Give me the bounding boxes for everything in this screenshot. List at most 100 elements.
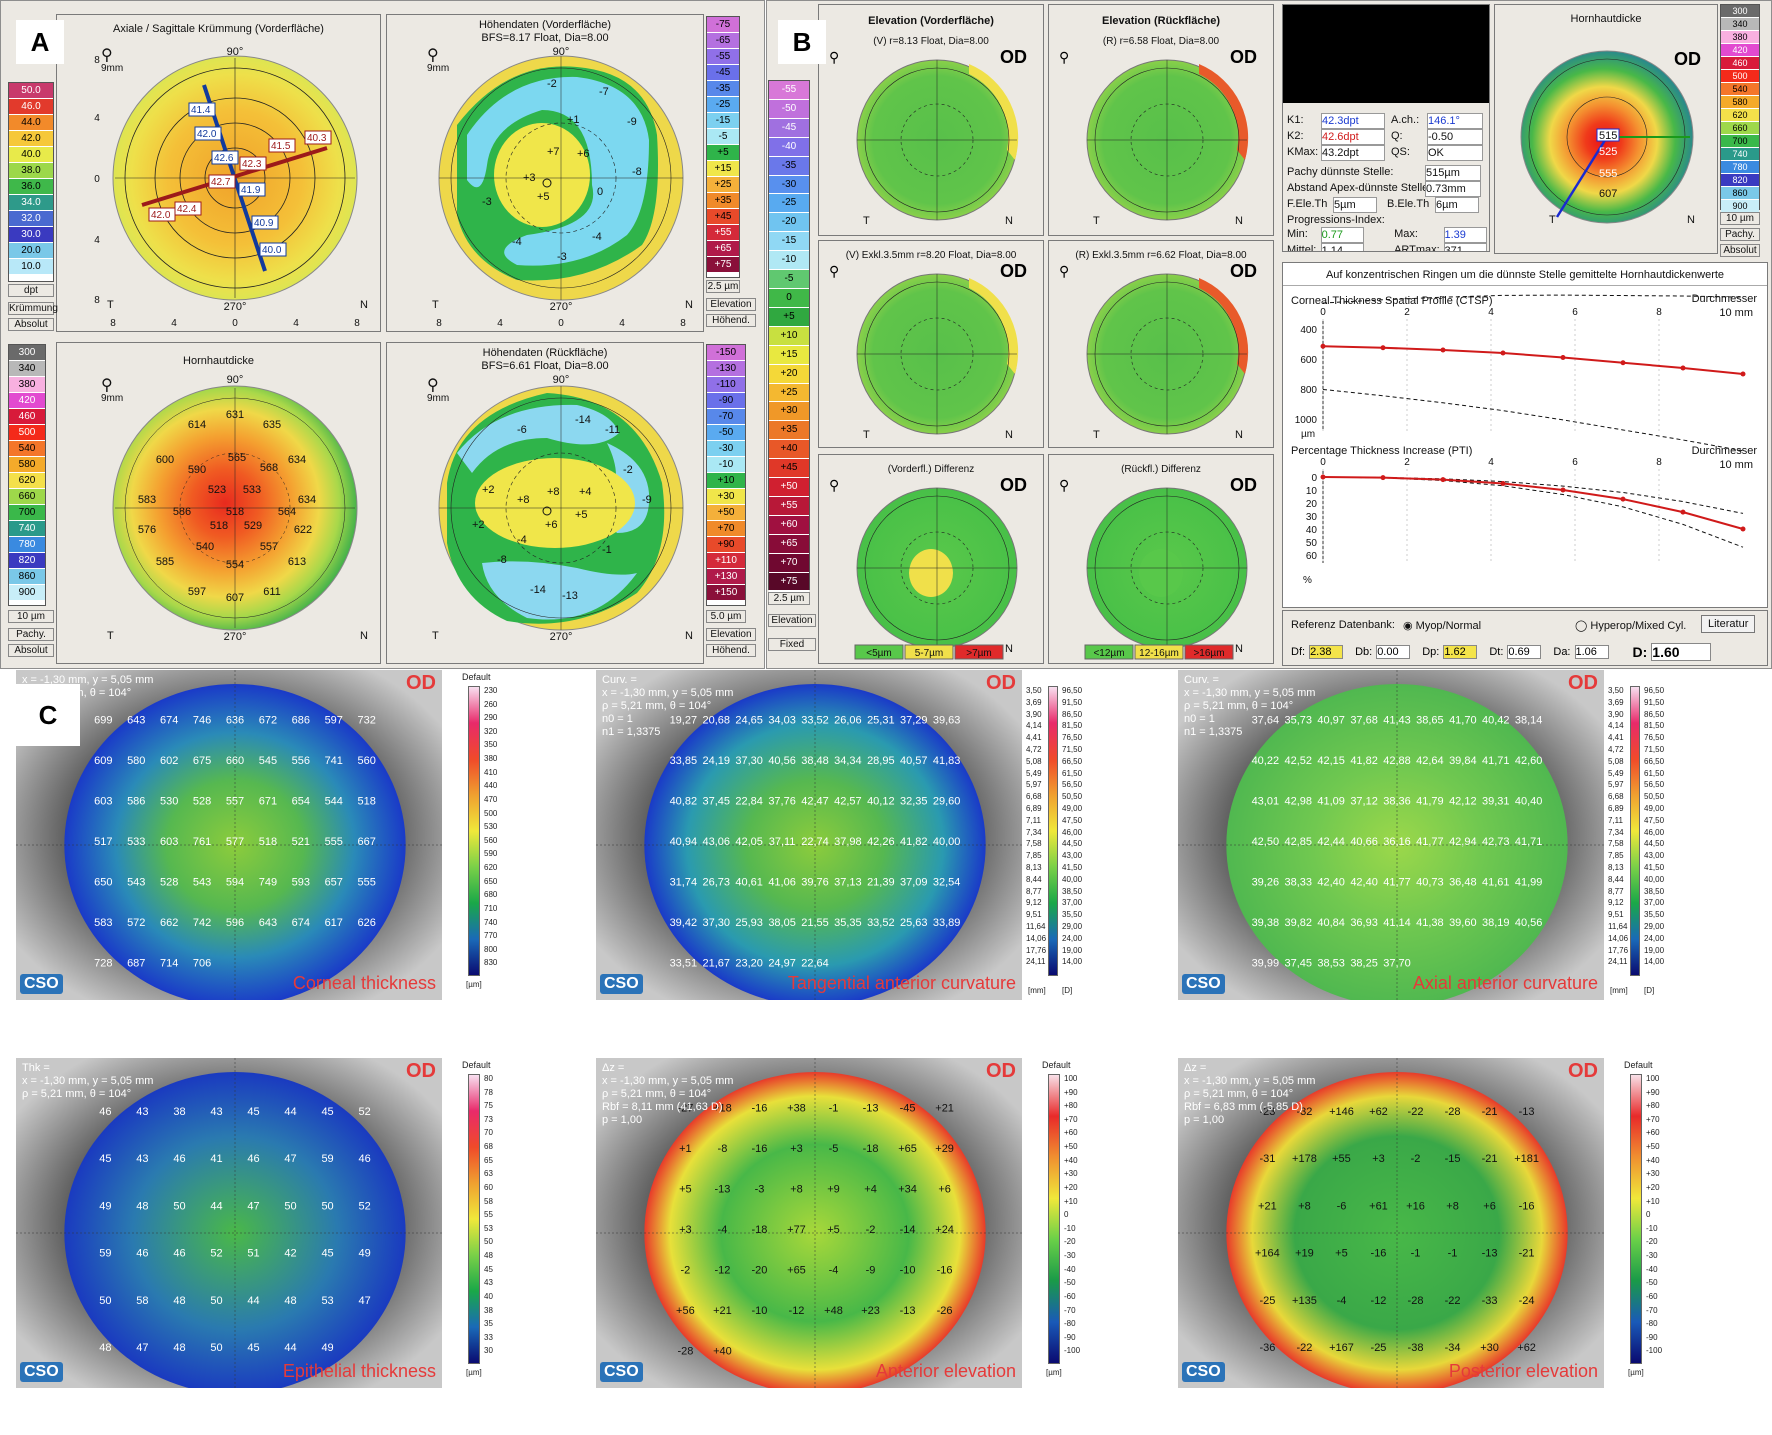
axis-tick: 0	[94, 174, 100, 185]
map-value: -14	[900, 1224, 916, 1236]
map-value: 21,55	[801, 917, 829, 929]
info-line: n0 = 1	[602, 713, 633, 725]
scale-step: -55	[769, 81, 809, 100]
curv-value: 41.4	[191, 105, 211, 116]
bar-tick-d: 38,50	[1062, 886, 1083, 896]
zoom-icon[interactable]: ⚲	[829, 49, 840, 65]
axis-tick: 8	[110, 318, 116, 329]
map-value: 19,27	[670, 715, 698, 727]
y-tick: 30	[1306, 512, 1318, 523]
back-elevation-scale: -150 -130 -110 -90 -70 -50 -30 -10 +10 +…	[706, 344, 746, 606]
svg-text:-4: -4	[592, 231, 602, 243]
bar-tick: +40	[1646, 1155, 1660, 1165]
ctsp-point	[1620, 360, 1626, 366]
zoom-icon[interactable]: ⚲	[427, 377, 439, 394]
curv-value: 42.0	[151, 210, 171, 221]
map-value: 671	[259, 796, 277, 808]
hyperop-radio[interactable]: ◯ Hyperop/Mixed Cyl.	[1575, 620, 1687, 632]
zoom-icon[interactable]: ⚲	[101, 377, 113, 394]
map-value: 42,44	[1317, 836, 1345, 848]
bar-tick-mm: 4,72	[1026, 745, 1042, 754]
bar-tick-d: 76,50	[1062, 733, 1083, 743]
map-value: 24,97	[768, 957, 796, 969]
map-value: 42,94	[1449, 836, 1477, 848]
od-label: OD	[406, 672, 436, 694]
scale-step: 780	[1721, 161, 1759, 174]
pachymetry-map: Hornhautdicke 614 631 635 600 565 568 63…	[56, 342, 381, 664]
scale-step: 0	[769, 288, 809, 308]
c-map-post: -23 -32 +146 +62 -22 -28 -21 -13 -31 +178 +55 +3 -2 -…	[1178, 1058, 1604, 1388]
bar-tick: 38	[484, 1305, 493, 1315]
bar-tick: 410	[484, 767, 498, 777]
od-label: OD	[1000, 475, 1027, 495]
map-value: -4	[1337, 1295, 1347, 1307]
c-map-thick: 699 643 674 746 636 672 686 597 732 609 580 602 675 6…	[16, 670, 442, 1000]
zoom-icon[interactable]: ⚲	[1059, 477, 1070, 493]
literatur-button[interactable]: Literatur	[1701, 615, 1756, 633]
pachy-value: 529	[244, 520, 262, 532]
pachy-value: 597	[188, 586, 206, 598]
map-value: -38	[1408, 1342, 1424, 1354]
map-value: -31	[1259, 1153, 1275, 1165]
bar-tick: -70	[1646, 1305, 1658, 1315]
map-value: +61	[1369, 1200, 1388, 1212]
bar-tick: 680	[484, 890, 498, 900]
zoom-icon[interactable]: ⚲	[427, 47, 439, 64]
pachy-value: 585	[156, 556, 174, 568]
map-value: 50	[321, 1200, 333, 1212]
scale-step: +55	[707, 225, 739, 241]
b-elevation-map-5: (Rückfl.) DifferenzOD⚲TN<12µm12-16µm>16µ…	[1048, 454, 1274, 664]
scale-step: +5	[707, 145, 739, 161]
curv-value: 41.5	[271, 141, 291, 152]
scale-step: 380	[1721, 31, 1759, 44]
scale-step: -15	[769, 232, 809, 252]
bar-tick-d: 71,50	[1644, 745, 1665, 754]
zoom-icon[interactable]: ⚲	[1059, 49, 1070, 65]
bar-tick-d: 81,50	[1644, 721, 1665, 731]
temporal-label: T	[1093, 215, 1100, 227]
min-label: Min:	[1287, 228, 1308, 240]
temporal-label: T	[432, 299, 439, 311]
map-value: 41,43	[1383, 715, 1411, 727]
bar-tick-d: 38,50	[1644, 886, 1665, 896]
bar-tick-mm: 7,11	[1026, 815, 1041, 825]
bar-tick-mm: 8,77	[1608, 886, 1624, 896]
curv-value: 42.4	[177, 204, 197, 215]
zoom-icon[interactable]: ⚲	[829, 477, 840, 493]
map-value: 594	[226, 876, 244, 888]
zoom-icon[interactable]: ⚲	[1059, 263, 1070, 279]
scale-step: -5	[769, 270, 809, 289]
bar-tick-mm: 8,13	[1026, 863, 1042, 872]
axis-tick: 4	[619, 318, 625, 329]
default-label: Default	[1624, 1060, 1653, 1070]
scale-type: Elevation	[706, 298, 756, 311]
bar-tick: -60	[1064, 1291, 1076, 1301]
map-value: -10	[752, 1305, 768, 1317]
c-map-ant: -27 +18 -16 +38 -1 -13 -45 +21 +1 -8 -16 +3 -5 -18 +65…	[596, 1058, 1022, 1388]
bar-tick-mm: 7,11	[1608, 815, 1623, 825]
zoom-icon[interactable]: ⚲	[101, 47, 113, 64]
bar-tick: +10	[1646, 1196, 1660, 1206]
map-value: 53	[321, 1295, 333, 1307]
od-label: OD	[1674, 49, 1701, 69]
scale-step: 300	[9, 345, 45, 361]
bar-unit-mm: [mm]	[1610, 986, 1628, 995]
myop-radio[interactable]: ◉ Myop/Normal	[1403, 620, 1482, 632]
bar-tick: 73	[484, 1114, 493, 1124]
bar-tick: 620	[484, 863, 498, 873]
bar-tick-mm: 8,44	[1608, 874, 1624, 884]
bar-tick: -30	[1064, 1251, 1076, 1261]
map-value: 22,74	[801, 836, 829, 848]
map-subtitle: BFS=6.61 Float, Dia=8.00	[481, 360, 609, 372]
zoom-icon[interactable]: ⚲	[829, 263, 840, 279]
map-value: 518	[259, 836, 277, 848]
bar-tick-d: 46,00	[1644, 827, 1665, 837]
map-value: 33,52	[801, 715, 829, 727]
map-value: 41,61	[1482, 876, 1510, 888]
map-value: +34	[898, 1184, 917, 1196]
map-value: -13	[900, 1305, 916, 1317]
bar-tick: -50	[1646, 1278, 1658, 1288]
hyperop-label: Hyperop/Mixed Cyl.	[1590, 620, 1687, 632]
scale-step: +25	[769, 383, 809, 403]
